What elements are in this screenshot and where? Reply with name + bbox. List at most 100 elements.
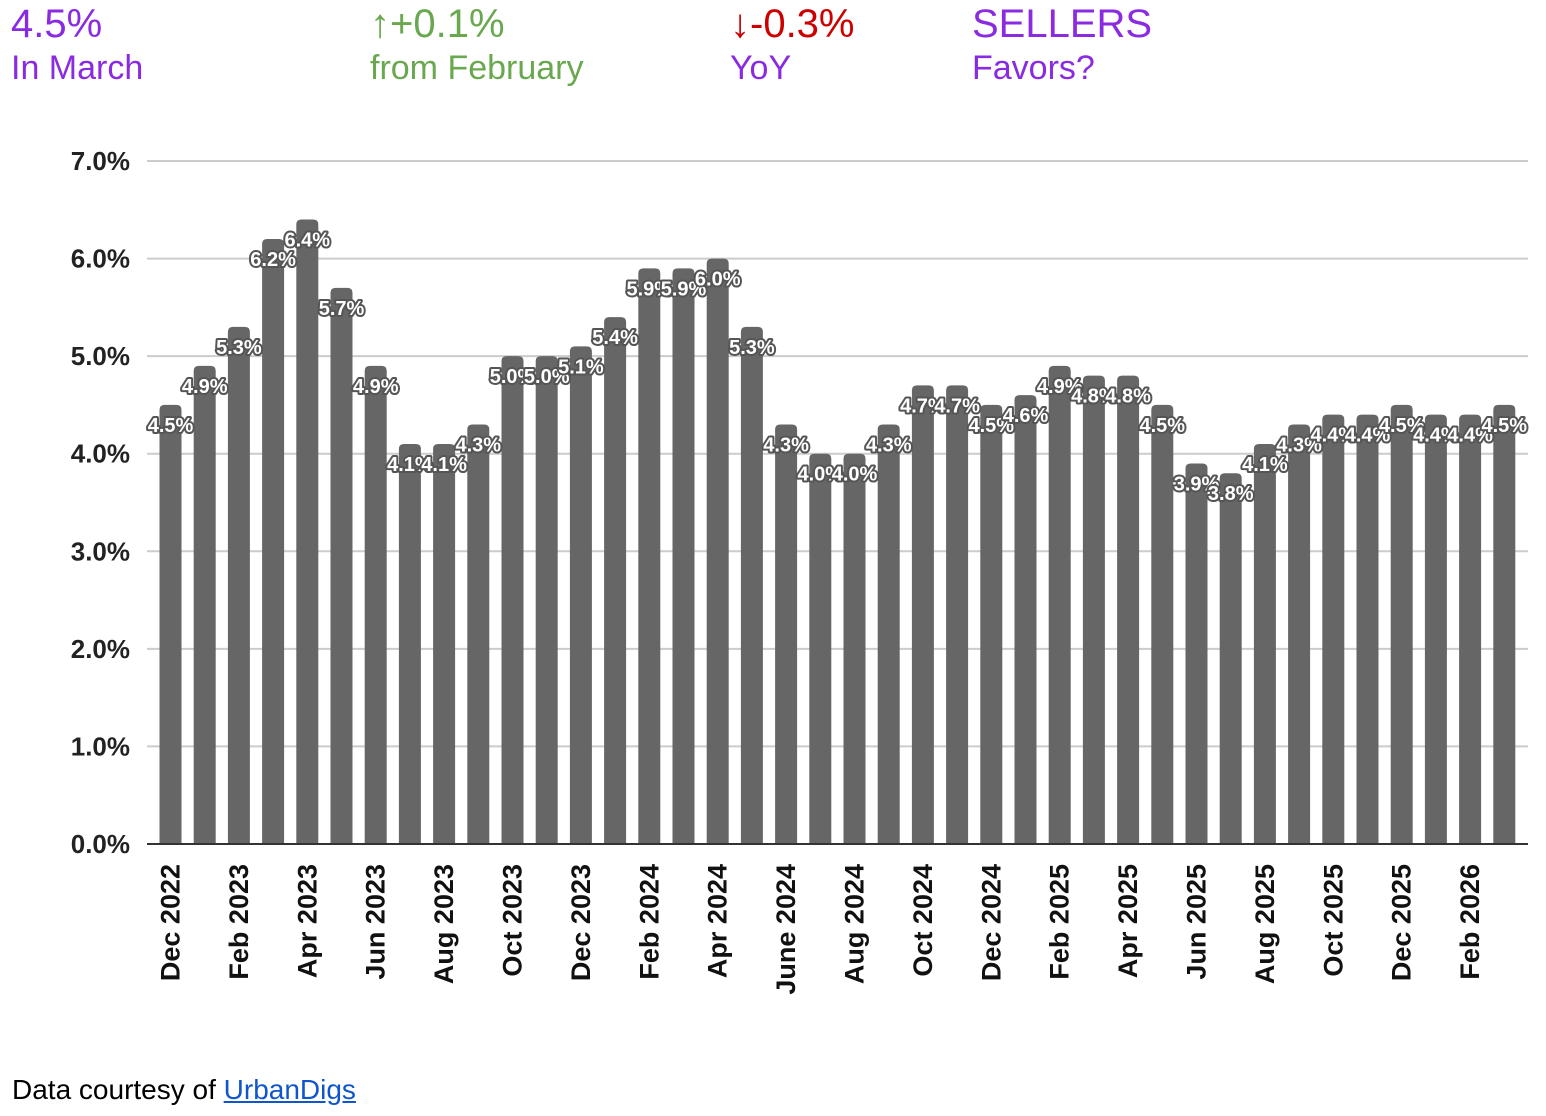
data-label: 6.4% [285, 230, 331, 252]
bar [638, 268, 661, 844]
data-label: 4.3% [866, 434, 912, 456]
data-label: 4.0% [798, 464, 844, 486]
y-tick-label: 7.0% [71, 146, 130, 176]
bar [1219, 473, 1242, 844]
bar [1322, 414, 1345, 844]
x-tick-label: Feb 2023 [224, 864, 254, 980]
x-tick-label: Oct 2024 [908, 864, 938, 977]
y-tick-label: 0.0% [71, 829, 130, 859]
x-tick-label: Feb 2026 [1455, 864, 1485, 980]
data-label: 3.9% [1174, 473, 1220, 495]
bar [877, 424, 900, 844]
data-label: 4.5% [1482, 415, 1528, 437]
data-label: 4.1% [387, 454, 433, 476]
x-tick-label: Jun 2025 [1182, 864, 1212, 980]
bar [296, 219, 319, 845]
bar [398, 443, 421, 844]
stat-yoy-change-caption: YoY [730, 49, 792, 87]
stat-market-favor: SELLERS Favors? [972, 4, 1152, 85]
x-tick-label: Dec 2022 [156, 864, 186, 981]
bar [501, 356, 524, 844]
data-label: 5.0% [490, 366, 536, 388]
y-tick-label: 4.0% [71, 439, 130, 469]
data-label: 4.4% [1345, 425, 1391, 447]
footer-credit: Data courtesy of UrbanDigs [12, 1074, 356, 1106]
x-tick-label: Aug 2024 [840, 864, 870, 984]
bar [1459, 414, 1482, 844]
x-tick-label: Apr 2025 [1113, 864, 1143, 978]
y-tick-label: 2.0% [71, 634, 130, 664]
bar [227, 326, 250, 844]
bar [193, 365, 216, 844]
x-tick-label: Aug 2025 [1250, 864, 1280, 984]
bar [1390, 404, 1413, 844]
data-label: 4.8% [1105, 386, 1151, 408]
bar [467, 424, 490, 844]
footer-credit-prefix: Data courtesy of [12, 1074, 224, 1105]
data-label: 5.4% [592, 327, 638, 349]
data-label: 4.1% [1242, 454, 1288, 476]
data-label: 6.2% [250, 249, 296, 271]
data-label: 6.0% [695, 269, 741, 291]
data-label: 4.4% [1413, 425, 1459, 447]
data-label: 4.7% [900, 395, 946, 417]
bar [775, 424, 798, 844]
stat-market-favor-caption: Favors? [972, 49, 1095, 87]
stat-yoy-change: ↓-0.3% YoY [730, 4, 855, 85]
data-label: 4.0% [832, 464, 878, 486]
stat-yoy-change-number: ↓-0.3% [730, 2, 855, 46]
bar [1185, 463, 1208, 844]
x-tick-label: Dec 2023 [566, 864, 596, 981]
x-tick-label: June 2024 [771, 864, 801, 995]
data-label: 4.9% [182, 376, 228, 398]
bar [1048, 365, 1071, 844]
stat-current-number: 4.5% [11, 2, 103, 46]
bar [604, 317, 627, 845]
x-tick-label: Dec 2024 [976, 864, 1006, 981]
data-label: 4.8% [1071, 386, 1117, 408]
bar [1424, 414, 1447, 844]
bar [946, 385, 969, 844]
data-label: 4.5% [1140, 415, 1186, 437]
bar [262, 239, 285, 845]
bar [159, 404, 182, 844]
data-label: 5.3% [729, 337, 775, 359]
bar [706, 258, 729, 845]
bar [1151, 404, 1174, 844]
data-label: 4.3% [456, 434, 502, 456]
data-label: 4.3% [1276, 434, 1322, 456]
data-label: 4.9% [353, 376, 399, 398]
urbandigs-link[interactable]: UrbanDigs [223, 1074, 356, 1105]
x-tick-label: Feb 2025 [1045, 864, 1075, 980]
stat-monthly-change-caption: from February [370, 49, 584, 87]
bar-chart: 0.0% 1.0% 2.0% 3.0% 4.0% 5.0% 6.0% 7.0% 4.5% 4.9%… [71, 146, 1530, 995]
bar [980, 404, 1003, 844]
x-tick-label: Apr 2024 [703, 864, 733, 978]
bar [1493, 404, 1516, 844]
bar [740, 326, 763, 844]
data-label: 4.9% [1037, 376, 1083, 398]
x-tick-label: Oct 2023 [498, 864, 528, 977]
data-label: 4.7% [934, 395, 980, 417]
data-label: 5.9% [661, 278, 707, 300]
y-tick-label: 1.0% [71, 731, 130, 761]
x-tick-label: Feb 2024 [634, 864, 664, 980]
x-tick-label: Apr 2023 [292, 864, 322, 978]
x-tick-label: Aug 2023 [429, 864, 459, 984]
bar [535, 356, 558, 844]
stat-current-caption: In March [11, 49, 144, 87]
bar [433, 443, 456, 844]
x-tick-label: Dec 2025 [1387, 864, 1417, 981]
stat-market-favor-value: SELLERS [972, 2, 1153, 46]
y-tick-label: 5.0% [71, 341, 130, 371]
bar [1253, 443, 1276, 844]
data-label: 5.3% [216, 337, 262, 359]
data-label: 5.0% [524, 366, 570, 388]
bar [364, 365, 387, 844]
stat-current-value: 4.5% In March [11, 4, 143, 85]
bar [1014, 395, 1037, 844]
data-label: 4.3% [763, 434, 809, 456]
data-label: 5.7% [319, 298, 365, 320]
y-tick-label: 6.0% [71, 244, 130, 274]
stat-monthly-change: ↑+0.1% from February [370, 4, 584, 85]
